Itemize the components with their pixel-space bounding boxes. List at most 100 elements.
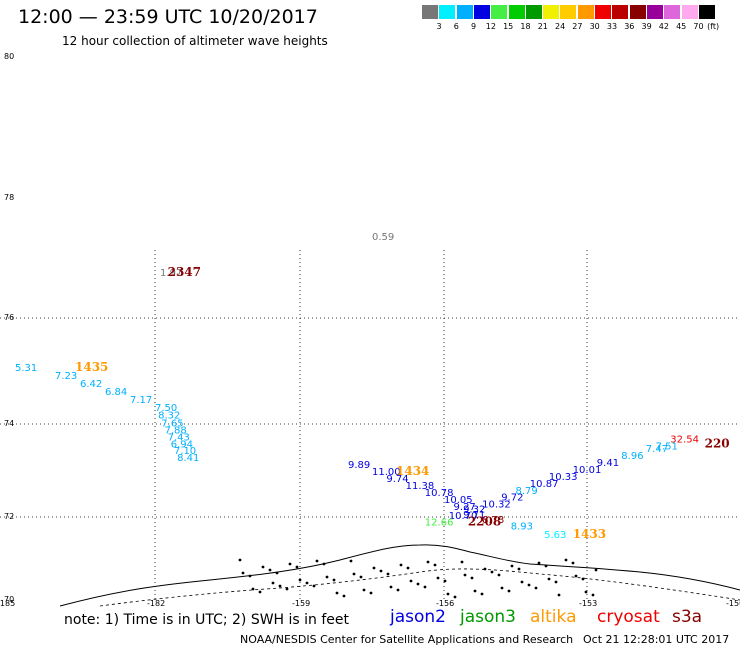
island-mark bbox=[510, 564, 514, 568]
island-mark bbox=[500, 586, 504, 590]
legend-swatch bbox=[698, 5, 715, 19]
island-mark bbox=[436, 576, 440, 580]
legend-swatch bbox=[473, 5, 490, 19]
island-mark bbox=[278, 584, 282, 588]
island-mark bbox=[517, 567, 521, 571]
wave-height-value: 7.10 bbox=[174, 446, 196, 457]
island-mark bbox=[396, 588, 400, 592]
island-mark bbox=[288, 562, 292, 566]
island-mark bbox=[349, 559, 353, 563]
island-mark bbox=[268, 568, 272, 572]
satellite-cryosat: cryosat bbox=[597, 607, 660, 627]
legend-label: 36 bbox=[624, 22, 635, 31]
island-mark bbox=[473, 589, 477, 593]
island-mark bbox=[591, 593, 595, 597]
wave-height-value: 9.89 bbox=[348, 460, 370, 471]
legend-swatch bbox=[525, 5, 542, 19]
island-mark bbox=[527, 583, 531, 587]
legend-label: 39 bbox=[641, 22, 652, 31]
wave-height-value: 6.94 bbox=[171, 439, 193, 450]
wave-height-value: 10.70 bbox=[449, 511, 478, 522]
wave-height-value: 9.72 bbox=[501, 493, 523, 504]
legend-swatch bbox=[560, 5, 577, 19]
wave-height-value: 11.00 bbox=[372, 467, 401, 478]
island-mark bbox=[554, 580, 558, 584]
wave-height-value: 10.33 bbox=[549, 472, 578, 483]
island-mark bbox=[379, 569, 383, 573]
wave-height-value: 8.96 bbox=[621, 451, 643, 462]
island-mark bbox=[483, 567, 487, 571]
island-mark bbox=[305, 581, 309, 585]
island-mark bbox=[544, 564, 548, 568]
island-mark bbox=[342, 594, 346, 598]
island-mark bbox=[258, 590, 262, 594]
legend-swatch bbox=[543, 5, 560, 19]
island-mark bbox=[470, 576, 474, 580]
legend-label: 24 bbox=[555, 22, 566, 31]
pass-time-label: 1433 bbox=[573, 527, 606, 541]
wave-height-value: 8.32 bbox=[158, 411, 180, 422]
island-mark bbox=[335, 591, 339, 595]
credit-line: NOAA/NESDIS Center for Satellite Applica… bbox=[240, 633, 574, 646]
island-mark bbox=[594, 568, 598, 572]
lat-tick-label: 74 bbox=[4, 419, 15, 428]
legend-unit: (ft) bbox=[707, 22, 720, 31]
island-mark bbox=[581, 577, 585, 581]
wave-height-value: 7.43 bbox=[168, 432, 190, 443]
wave-height-value: 12.66 bbox=[425, 517, 454, 528]
lat-tick-label: 80 bbox=[4, 52, 15, 61]
legend-swatch bbox=[612, 5, 629, 19]
wave-height-value: 10.05 bbox=[444, 495, 473, 506]
legend-swatch bbox=[664, 5, 681, 19]
legend-swatch bbox=[646, 5, 663, 19]
wave-height-value: 5.63 bbox=[544, 530, 566, 541]
legend-swatch bbox=[629, 5, 646, 19]
island-mark bbox=[409, 579, 413, 583]
legend-label: 18 bbox=[520, 22, 531, 31]
island-mark bbox=[389, 585, 393, 589]
island-mark bbox=[271, 581, 275, 585]
island-mark bbox=[584, 590, 588, 594]
island-mark bbox=[574, 574, 578, 578]
island-mark bbox=[446, 592, 450, 596]
island-mark bbox=[399, 563, 403, 567]
island-mark bbox=[295, 565, 299, 569]
island-mark bbox=[248, 574, 252, 578]
island-mark bbox=[332, 578, 336, 582]
legend-label: 42 bbox=[658, 22, 669, 31]
wave-height-value: 8.79 bbox=[516, 486, 538, 497]
island-mark bbox=[325, 575, 329, 579]
lon-tick-label: -150 bbox=[726, 599, 740, 608]
island-mark bbox=[463, 573, 467, 577]
satellite-altika: altika bbox=[530, 607, 577, 627]
generation-timestamp: Oct 21 12:28:01 UTC 2017 bbox=[583, 633, 730, 646]
pass-time-label: 2347 bbox=[168, 265, 201, 279]
island-mark bbox=[322, 562, 326, 566]
page-title: 12:00 — 23:59 UTC 10/20/2017 bbox=[18, 6, 318, 28]
wave-height-value: 11.38 bbox=[406, 481, 435, 492]
wave-height-value: 10.78 bbox=[425, 488, 454, 499]
wave-height-value: 7.17 bbox=[130, 395, 152, 406]
coastline bbox=[59, 544, 740, 607]
island-mark bbox=[547, 577, 551, 581]
island-mark bbox=[285, 587, 289, 591]
wave-height-value: 8.93 bbox=[511, 521, 533, 532]
legend-swatch bbox=[456, 5, 473, 19]
legend-swatch bbox=[422, 5, 438, 19]
island-mark bbox=[369, 591, 373, 595]
island-mark bbox=[406, 566, 410, 570]
wave-height-value: 7.47 bbox=[646, 444, 668, 455]
island-mark bbox=[534, 586, 538, 590]
legend-label: 33 bbox=[606, 22, 618, 31]
island-mark bbox=[261, 565, 265, 569]
legend-label: 15 bbox=[503, 22, 514, 31]
lat-tick-label: 72 bbox=[4, 512, 15, 521]
satellite-jason2: jason2 bbox=[390, 607, 446, 627]
wave-height-value: 5.31 bbox=[15, 363, 37, 374]
wave-height-value: 8.73 bbox=[482, 515, 504, 526]
island-mark bbox=[564, 558, 568, 562]
wave-height-value: 7.51 bbox=[656, 442, 678, 453]
satellite-s3a: s3a bbox=[672, 607, 703, 627]
pass-time-label: 1435 bbox=[75, 360, 108, 374]
island-mark bbox=[312, 584, 316, 588]
